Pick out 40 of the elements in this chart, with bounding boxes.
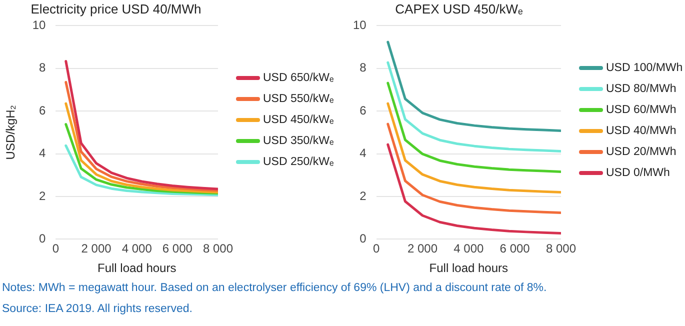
legend-label: USD 350/kWₑ bbox=[263, 135, 334, 147]
y-tick-label: 8 bbox=[39, 60, 46, 75]
legend-label: USD 550/kWₑ bbox=[263, 93, 334, 105]
y-tick-label: 2 bbox=[39, 188, 46, 203]
legend-label: USD 0/MWh bbox=[606, 166, 670, 178]
chart-title: Electricity price USD 40/MWh bbox=[30, 1, 202, 16]
y-tick-label: 6 bbox=[39, 103, 46, 118]
x-tick-label: 2 000 bbox=[407, 242, 438, 256]
text: Notes: MWh = megawatt hour. Based on an electrolyser efficiency of 69% (LHV) and a discount rate of 8%. bbox=[2, 282, 548, 294]
legend-label: USD 650/kWₑ bbox=[263, 72, 334, 84]
legend-label: USD 450/kWₑ bbox=[263, 114, 334, 126]
y-tick-label: 8 bbox=[360, 60, 367, 75]
y-tick-label: 4 bbox=[360, 146, 367, 160]
x-tick-label: 0 bbox=[373, 242, 380, 256]
x-tick-label: 6 000 bbox=[500, 242, 530, 256]
x-axis-title: Full load hours bbox=[98, 261, 176, 276]
x-tick-label: 2 000 bbox=[81, 242, 112, 256]
x-tick-label: 0 bbox=[52, 242, 60, 256]
y-tick-label: 0 bbox=[360, 232, 367, 246]
x-tick-label: 8 000 bbox=[546, 242, 576, 256]
y-tick-label: 10 bbox=[352, 18, 367, 32]
source-note: Source: IEA 2019. All rights reserved. bbox=[2, 303, 194, 315]
x-tick-label: 4 000 bbox=[122, 242, 152, 256]
y-tick-label: 10 bbox=[32, 18, 46, 32]
legend-label: USD 60/MWh bbox=[606, 104, 676, 116]
x-tick-label: 8 000 bbox=[202, 242, 234, 256]
legend-label: USD 250/kWₑ bbox=[263, 156, 334, 168]
legend-label: USD 40/MWh bbox=[606, 124, 676, 136]
y-tick-label: 6 bbox=[360, 103, 367, 118]
y-tick-label: 4 bbox=[39, 146, 46, 160]
x-tick-label: 6 000 bbox=[162, 242, 193, 256]
legend-label: USD 20/MWh bbox=[606, 146, 676, 158]
legend-label: USD 100/MWh bbox=[606, 62, 683, 74]
y-tick-label: 0 bbox=[39, 232, 46, 246]
legend-label: USD 80/MWh bbox=[606, 82, 676, 94]
x-axis-title: Full load hours bbox=[429, 261, 508, 276]
x-tick-label: 4 000 bbox=[454, 242, 484, 256]
y-tick-label: 2 bbox=[360, 188, 367, 203]
y-axis-title: USD/kgH₂ bbox=[4, 104, 18, 160]
chart-title: CAPEX USD 450/kWₑ bbox=[395, 1, 523, 16]
